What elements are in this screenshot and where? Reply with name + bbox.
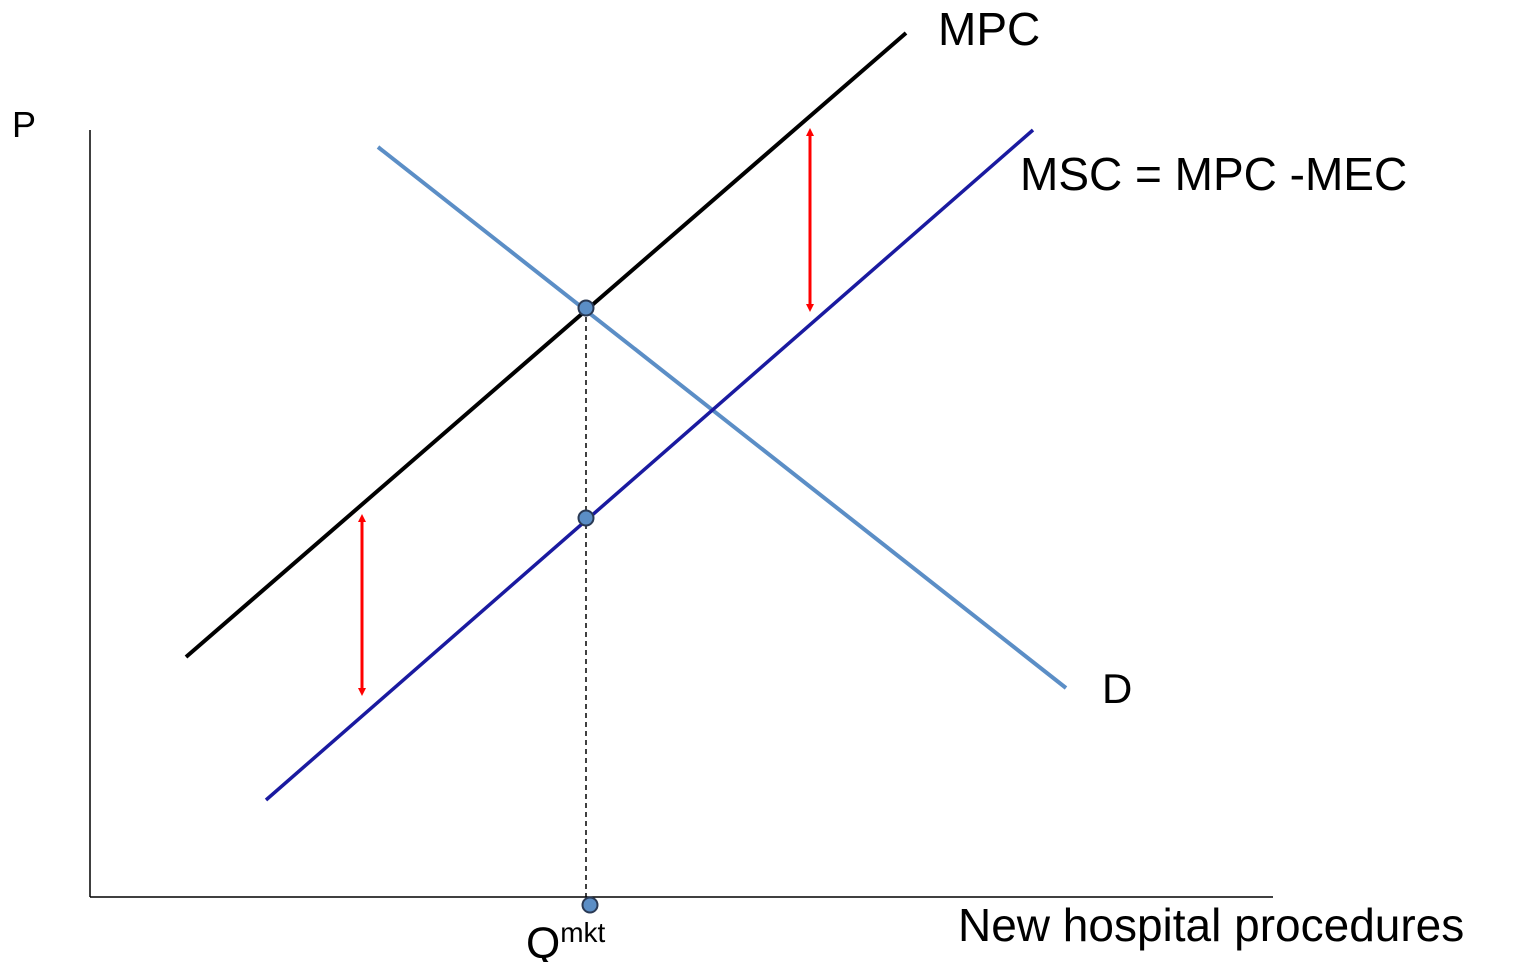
demand-label: D — [1102, 665, 1132, 712]
market-equilibrium-point — [577, 299, 595, 317]
mpc-label: MPC — [938, 3, 1040, 55]
x-axis-label: New hospital procedures — [958, 899, 1464, 951]
qmkt-axis-point — [581, 896, 599, 914]
msc-at-qmkt-point — [577, 509, 595, 527]
y-axis-label: P — [12, 104, 36, 145]
msc-label: MSC = MPC -MEC — [1020, 148, 1407, 200]
msc-line — [264, 128, 1035, 802]
qmkt-label: Qmkt — [526, 917, 606, 962]
qmkt-letter: Q — [526, 919, 560, 962]
qmkt-superscript: mkt — [560, 917, 605, 948]
mpc-line — [184, 31, 908, 659]
demand-line — [376, 145, 1068, 690]
